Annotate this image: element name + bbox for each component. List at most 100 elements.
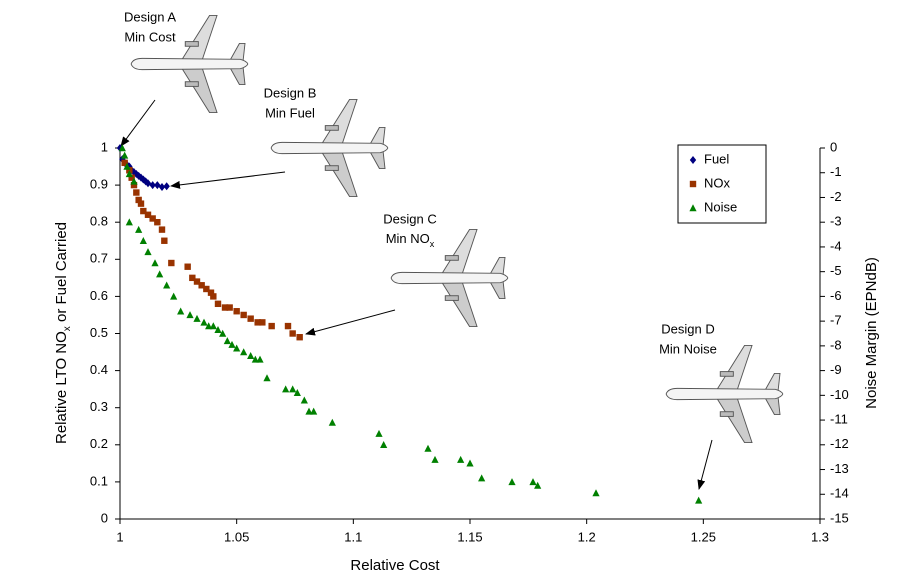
x-tick-label: 1.2 [578, 529, 596, 544]
point [259, 319, 266, 326]
point [193, 278, 201, 285]
y-tick-label: 1 [101, 139, 108, 154]
illustrations [120, 14, 784, 490]
y-axis-label: Relative LTO NOx or Fuel Carried [53, 222, 73, 444]
point [125, 170, 133, 178]
y2-tick-label: -4 [830, 238, 842, 253]
point [310, 407, 318, 415]
point [457, 455, 465, 463]
point [137, 173, 145, 182]
point [149, 215, 156, 222]
point [144, 179, 152, 188]
point [170, 292, 178, 300]
point [144, 211, 152, 218]
y-tick-label: 0.8 [90, 214, 108, 229]
point [184, 263, 191, 270]
y2-tick-label: -8 [830, 337, 842, 352]
point [424, 444, 432, 452]
y2-tick-label: -3 [830, 214, 842, 229]
annotation-text: Min NO [386, 231, 430, 246]
arrow [120, 99, 156, 147]
point [123, 162, 131, 170]
point [529, 478, 537, 486]
x-tick-label: 1.1 [344, 529, 362, 544]
point [282, 385, 290, 393]
point [168, 259, 175, 267]
point [158, 182, 166, 191]
plane-icon [665, 344, 784, 444]
y2-tick-label: -1 [830, 164, 842, 179]
y-tick-label: 0.6 [90, 288, 108, 303]
point [163, 182, 170, 191]
point [534, 481, 542, 489]
point [133, 189, 140, 196]
point [508, 478, 516, 486]
y2-tick-label: -2 [830, 189, 842, 204]
y2-tick-label: -5 [830, 263, 842, 278]
y-tick-label: 0.3 [90, 399, 108, 414]
point [380, 441, 388, 448]
point [209, 322, 217, 330]
point [198, 282, 205, 289]
x-axis-label: Relative Cost [350, 557, 440, 574]
point [130, 181, 138, 189]
x-tick-label: 1.15 [457, 529, 482, 544]
point [149, 181, 156, 190]
point [137, 200, 145, 207]
annotation: Design D [661, 321, 714, 336]
y2-tick-label: -11 [830, 412, 848, 427]
y-tick-label: 0 [101, 510, 108, 525]
point [203, 285, 210, 293]
point [200, 318, 208, 326]
point [289, 330, 296, 337]
legend-label: Fuel [704, 151, 729, 166]
y-label-text: or Fuel Carried [53, 222, 70, 326]
x-tick-label: 1.3 [811, 529, 829, 544]
point [254, 319, 261, 326]
point [226, 304, 233, 311]
y2-tick-label: -15 [830, 510, 849, 525]
point [263, 374, 271, 382]
y2-tick-label: -13 [830, 461, 849, 476]
y2-tick-label: -12 [830, 436, 849, 451]
point [214, 325, 222, 333]
point [592, 489, 600, 497]
arrow [170, 171, 286, 189]
point [214, 300, 222, 308]
point [233, 344, 241, 352]
point [163, 281, 171, 289]
annotations: Design A Min Cost Design B Min Fuel Desi… [124, 9, 717, 356]
arrow [305, 309, 396, 336]
point [210, 293, 217, 300]
y2-tick-label: -10 [830, 387, 849, 402]
point [328, 418, 336, 426]
point [228, 340, 236, 348]
point [151, 259, 159, 267]
y2-tick-label: -7 [830, 313, 842, 328]
point [375, 429, 383, 437]
point [177, 307, 185, 315]
point [221, 304, 229, 311]
point [268, 322, 275, 330]
point [256, 355, 264, 363]
point [140, 207, 147, 215]
point [139, 236, 147, 244]
point [130, 168, 138, 177]
point [161, 237, 168, 244]
legend-label: Noise [704, 199, 737, 214]
point [233, 308, 240, 315]
y2-tick-label: 0 [830, 139, 837, 154]
point [135, 225, 143, 233]
point [158, 226, 166, 233]
point [240, 348, 248, 356]
point [186, 311, 194, 319]
point [293, 389, 301, 397]
legend-marker [689, 156, 697, 164]
point [466, 459, 474, 467]
point [189, 274, 196, 282]
point [219, 329, 227, 337]
point [121, 159, 128, 167]
annotation: Design C [383, 211, 436, 226]
point [300, 396, 308, 404]
